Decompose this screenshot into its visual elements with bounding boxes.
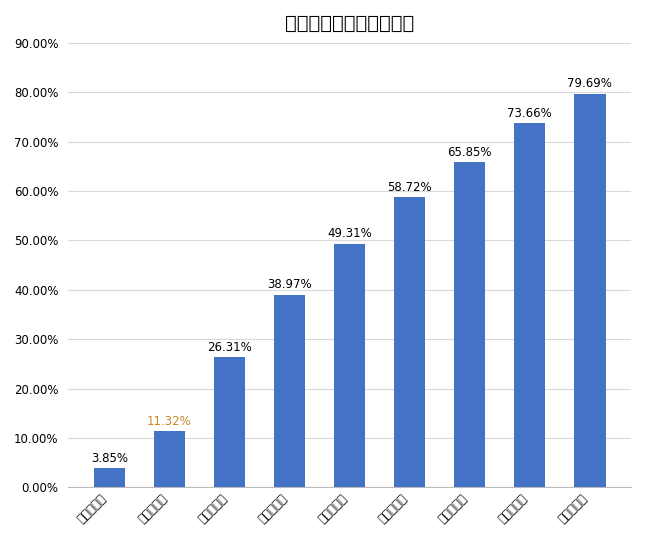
Bar [454,162,486,487]
Bar [394,197,425,487]
Text: 38.97%: 38.97% [267,278,312,292]
Bar [334,244,365,487]
Text: 65.85%: 65.85% [448,146,492,159]
Bar [94,468,125,487]
Bar [514,124,546,487]
Text: 11.32%: 11.32% [147,415,192,428]
Bar [274,295,305,487]
Text: 58.72%: 58.72% [388,181,432,194]
Title: 筛查中小学生近视率统计: 筛查中小学生近视率统计 [285,14,414,33]
Text: 26.31%: 26.31% [207,341,252,354]
Bar [574,94,606,487]
Text: 79.69%: 79.69% [568,77,612,90]
Text: 3.85%: 3.85% [91,452,128,465]
Bar [154,431,185,487]
Bar [214,357,245,487]
Text: 49.31%: 49.31% [327,227,372,240]
Text: 73.66%: 73.66% [508,107,552,120]
